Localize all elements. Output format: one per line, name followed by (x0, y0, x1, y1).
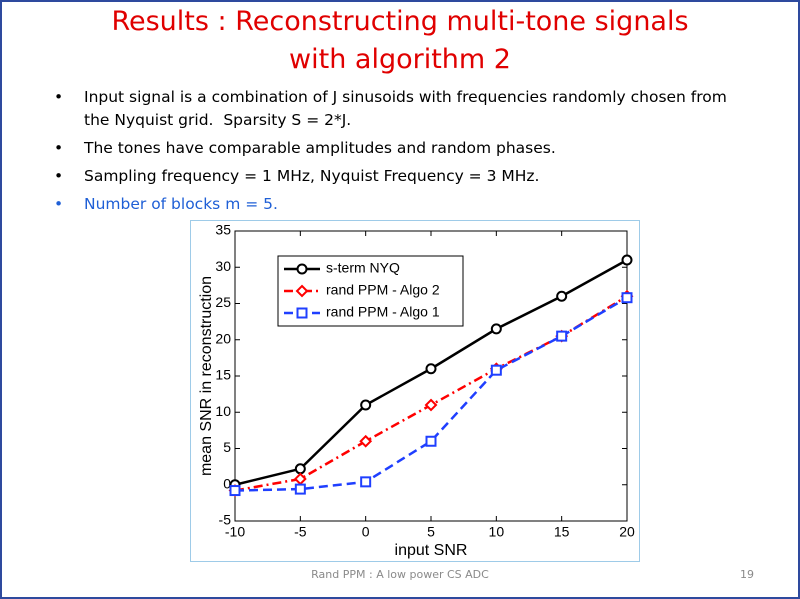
data-point (424, 398, 438, 412)
legend-label: rand PPM - Algo 1 (326, 304, 440, 320)
y-tick-label: 30 (215, 258, 231, 274)
legend-label: s-term NYQ (326, 260, 400, 276)
bullet: Input signal is a combination of J sinus… (50, 86, 730, 132)
x-tick-label: 15 (554, 524, 570, 540)
data-point (359, 434, 373, 448)
legend: s-term NYQ rand PPM - Algo 2 rand PPM - Al… (277, 255, 464, 327)
bullet: The tones have comparable amplitudes and… (50, 137, 730, 160)
y-tick-label: 15 (215, 367, 231, 383)
y-tick-label: 20 (215, 330, 231, 346)
x-tick-label: 0 (362, 524, 370, 540)
data-point (621, 292, 633, 304)
bullet: Sampling frequency = 1 MHz, Nyquist Freq… (50, 165, 730, 188)
y-tick-label: -5 (219, 512, 232, 528)
bullet-list: Input signal is a combination of J sinus… (50, 86, 730, 221)
y-axis-label: mean SNR in reconstruction (198, 276, 215, 476)
data-point (556, 330, 568, 342)
x-tick-label: 5 (427, 524, 435, 540)
data-point (294, 483, 306, 495)
legend-label: rand PPM - Algo 2 (326, 282, 440, 298)
y-tick-label: 5 (223, 439, 231, 455)
x-tick-label: 10 (489, 524, 505, 540)
slide-title: Results : Reconstructing multi-tone sign… (111, 6, 689, 37)
footer: Rand PPM : A low power CS ADC (311, 568, 489, 581)
x-tick-label: -10 (225, 524, 245, 540)
data-point (621, 254, 633, 266)
data-point (360, 476, 372, 488)
data-point (556, 290, 568, 302)
y-tick-label: 25 (215, 294, 231, 310)
page-number: 19 (740, 568, 754, 581)
data-point (425, 363, 437, 375)
x-axis-label: input SNR (395, 542, 468, 559)
y-tick-label: 10 (215, 403, 231, 419)
data-point (425, 435, 437, 447)
data-point (229, 485, 241, 497)
x-tick-label: 20 (619, 524, 635, 540)
legend-marker (295, 284, 309, 298)
data-point (360, 399, 372, 411)
data-point (490, 323, 502, 335)
x-tick-label: -5 (294, 524, 307, 540)
chart-frame: -5 0 5 10 15 20 25 30 35 -10 -5 0 5 10 15 20 input SNR me… (190, 220, 640, 562)
slide-title: with algorithm 2 (289, 44, 511, 75)
legend-marker (296, 307, 308, 319)
y-tick-label: 0 (223, 475, 231, 491)
data-point (490, 364, 502, 376)
bullet: Number of blocks m = 5. (50, 193, 730, 216)
y-tick-label: 35 (215, 222, 231, 238)
data-point (294, 463, 306, 475)
legend-marker (296, 263, 308, 275)
